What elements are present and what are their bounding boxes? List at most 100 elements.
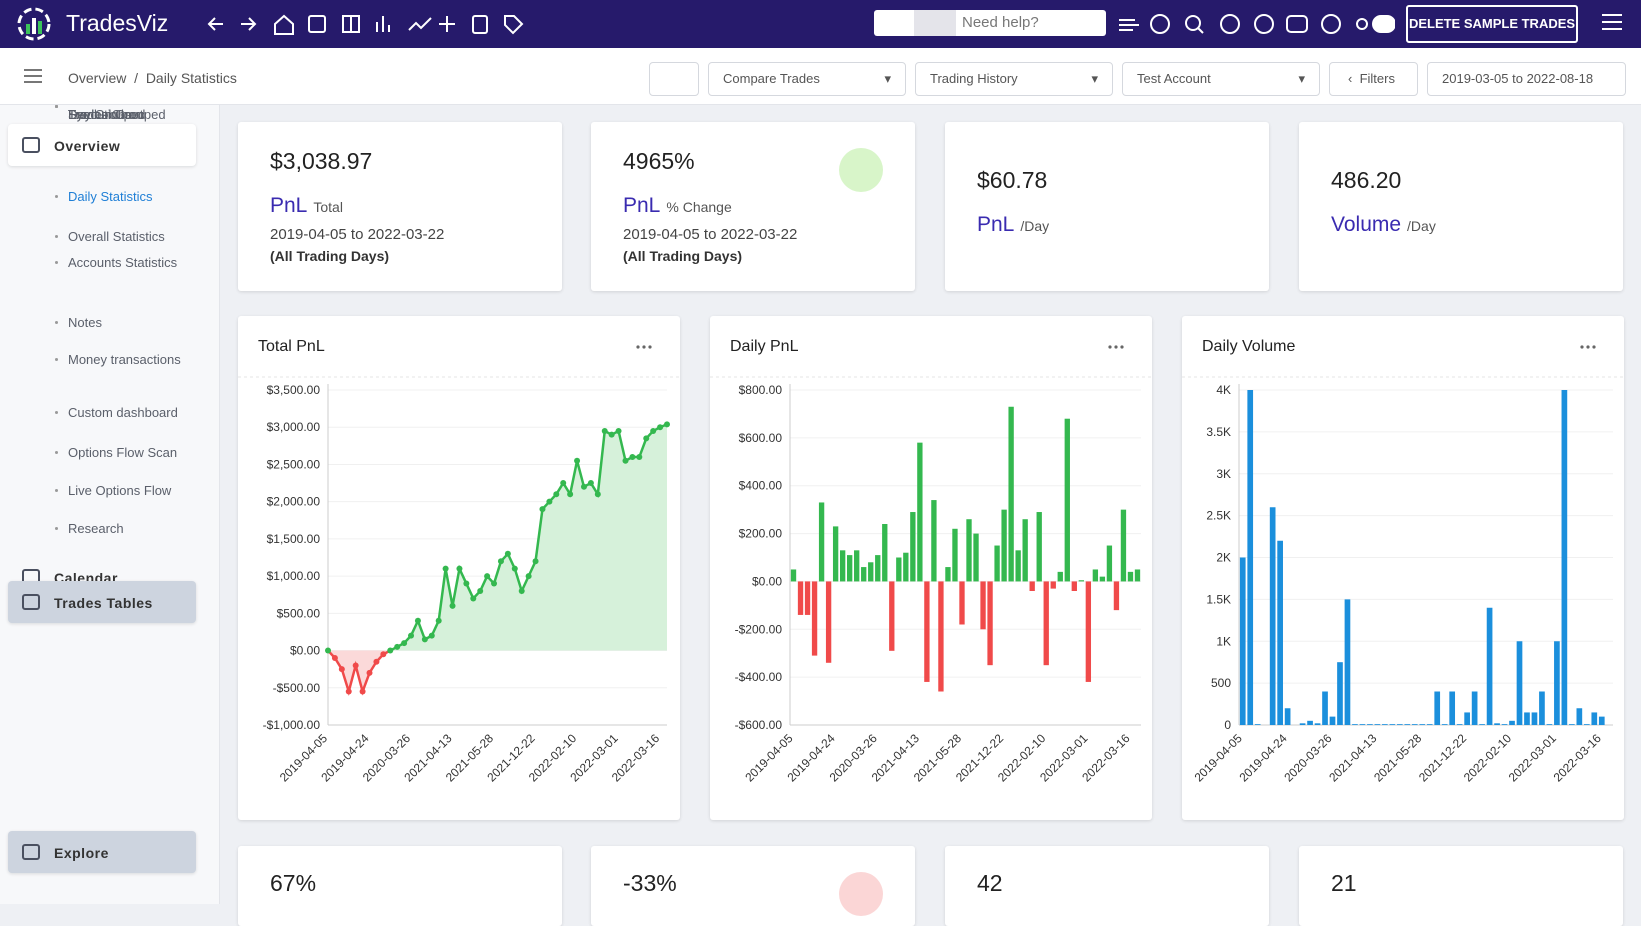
stat-value: -33% <box>623 870 677 896</box>
y-tick-label: 1.5K <box>1206 592 1231 606</box>
bullet <box>55 195 58 198</box>
y-tick-label: $500.00 <box>277 606 321 620</box>
history-select[interactable]: Trading History ▾ <box>915 62 1113 96</box>
search-box[interactable]: Need help? <box>874 10 1106 36</box>
bar <box>1078 580 1084 582</box>
point <box>470 595 477 602</box>
bar <box>1247 390 1254 725</box>
bar <box>847 555 853 582</box>
point <box>352 662 359 669</box>
stat-value: 42 <box>977 870 1003 896</box>
y-tick-label: $800.00 <box>739 383 783 397</box>
bullet <box>55 489 58 492</box>
bar <box>1322 691 1328 725</box>
y-tick-label: -$500.00 <box>273 681 321 695</box>
sidebar-link[interactable]: Day Grouped <box>68 107 146 122</box>
point <box>657 424 664 431</box>
menu-icon[interactable] <box>1600 10 1624 34</box>
bar <box>1314 723 1321 725</box>
y-tick-label: $200.00 <box>739 527 783 541</box>
point <box>373 658 380 665</box>
point <box>622 457 629 464</box>
point <box>435 617 442 624</box>
point <box>664 421 670 428</box>
bar <box>1050 581 1056 589</box>
y-tick-label: -$1,000.00 <box>263 718 321 732</box>
search-icon-bg <box>914 10 956 36</box>
sidebar-link[interactable]: Options Flow Scan <box>68 445 178 460</box>
sidebar-group[interactable]: Overview <box>54 138 121 154</box>
bullet <box>55 451 58 454</box>
bar <box>797 581 804 615</box>
compare-select[interactable]: Compare Trades ▾ <box>708 62 906 96</box>
filter-icon-button[interactable] <box>649 62 699 96</box>
stat-value: 67% <box>270 870 317 896</box>
bar <box>1071 581 1077 591</box>
sidebar-link[interactable]: Trades <box>68 107 108 122</box>
bar <box>952 528 958 582</box>
bar <box>1043 581 1049 666</box>
point <box>428 632 435 639</box>
delete-sample-button[interactable]: DELETE SAMPLE TRADES <box>1406 5 1578 43</box>
sidebar-link[interactable]: Money transactions <box>68 352 181 367</box>
menu-dot <box>1592 345 1596 349</box>
filters-button[interactable]: ‹ Filters <box>1329 62 1418 96</box>
point <box>414 617 421 624</box>
bullet <box>55 235 58 238</box>
point <box>504 550 511 557</box>
chart-title: Daily Volume <box>1202 338 1295 355</box>
bar <box>1396 724 1403 725</box>
stat-card: 42 <box>945 846 1269 926</box>
point <box>394 643 401 650</box>
bullet <box>55 527 58 530</box>
logo <box>17 7 51 41</box>
point <box>629 454 636 460</box>
sidebar-link[interactable]: Research <box>68 521 124 536</box>
bar <box>825 581 832 663</box>
bar <box>1486 607 1493 725</box>
sidebar-link[interactable]: Executions <box>68 107 132 122</box>
bar <box>854 550 860 582</box>
bar <box>1494 723 1500 725</box>
bar <box>994 545 1000 582</box>
sidebar-link[interactable]: Accounts Statistics <box>68 255 178 270</box>
area-positive <box>390 424 667 651</box>
bar <box>1426 724 1433 725</box>
sidebar-link[interactable]: Trades Chart <box>68 107 144 122</box>
bar <box>1036 512 1042 582</box>
point <box>345 688 352 695</box>
sidebar-link[interactable]: Notes <box>68 315 102 330</box>
sidebar-link[interactable]: Custom dashboard <box>68 405 178 420</box>
bar <box>1299 723 1306 725</box>
right-icons <box>1119 14 1395 34</box>
y-tick-label: $600.00 <box>739 431 783 445</box>
bar <box>1434 691 1441 725</box>
menu-dot <box>642 345 646 349</box>
point <box>587 480 594 487</box>
sidebar-link[interactable]: Live Options Flow <box>68 483 172 498</box>
point <box>456 565 463 572</box>
bar <box>1471 691 1478 725</box>
bar <box>1106 545 1113 582</box>
date-range[interactable]: 2019-03-05 to 2022-08-18 <box>1427 62 1626 96</box>
point <box>484 573 491 580</box>
crumb[interactable]: Overview <box>68 70 127 86</box>
sidebar-link[interactable]: Symbol Grouped <box>68 107 166 122</box>
point <box>491 580 498 587</box>
bar <box>1554 641 1560 725</box>
bar <box>1001 509 1007 582</box>
stat-value: 4965% <box>623 148 695 174</box>
point <box>511 565 518 572</box>
sidebar-toggle[interactable] <box>22 66 44 86</box>
bar <box>896 557 902 582</box>
bar <box>1022 519 1028 582</box>
sidebar-group[interactable]: Explore <box>54 845 109 861</box>
sidebar-link[interactable]: Overall Statistics <box>68 229 165 244</box>
menu-dot <box>1120 345 1124 349</box>
bar <box>1464 712 1470 725</box>
sidebar-link[interactable]: Daily Statistics <box>68 189 153 204</box>
sidebar-group[interactable]: Trades Tables <box>54 595 153 611</box>
account-select[interactable]: Test Account ▾ <box>1122 62 1320 96</box>
bar <box>818 502 825 582</box>
